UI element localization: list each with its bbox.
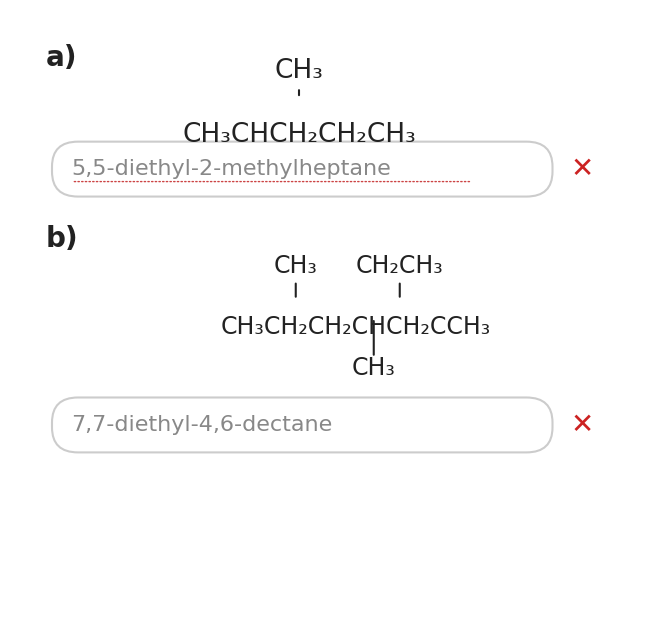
Text: b): b) bbox=[46, 225, 78, 253]
Text: CH₃: CH₃ bbox=[352, 356, 396, 379]
Text: CH₃: CH₃ bbox=[274, 58, 324, 84]
Text: 7,7-diethyl-4,6-dectane: 7,7-diethyl-4,6-dectane bbox=[72, 415, 333, 435]
Text: ✕: ✕ bbox=[570, 411, 593, 439]
Text: CH₃CHCH₂CH₂CH₃: CH₃CHCH₂CH₂CH₃ bbox=[182, 122, 416, 148]
FancyBboxPatch shape bbox=[52, 397, 552, 452]
Text: a): a) bbox=[46, 44, 77, 72]
Text: CH₃CH₂CH₂CHCH₂CCH₃: CH₃CH₂CH₂CHCH₂CCH₃ bbox=[221, 315, 491, 339]
Text: CH₂CH₃: CH₂CH₃ bbox=[356, 254, 443, 278]
Text: 5,5-diethyl-2-methylheptane: 5,5-diethyl-2-methylheptane bbox=[72, 159, 391, 179]
FancyBboxPatch shape bbox=[52, 142, 552, 197]
Text: ✕: ✕ bbox=[570, 155, 593, 183]
Text: CH₃: CH₃ bbox=[274, 254, 318, 278]
